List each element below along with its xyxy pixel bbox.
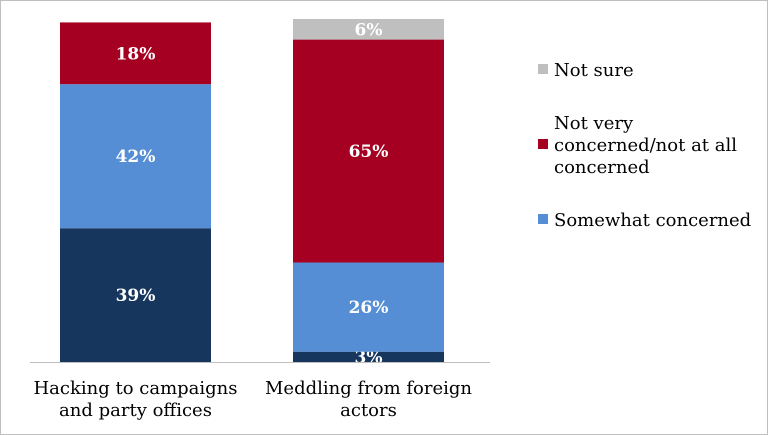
legend-label-1: Not very concerned/not at all concerned [554, 113, 737, 178]
data-label-0-2: 18% [116, 44, 156, 64]
bar-segment-1-2 [293, 39, 444, 263]
data-label-1-3: 6% [355, 20, 383, 40]
legend-swatch-0 [538, 64, 548, 74]
data-label-0-1: 42% [116, 147, 156, 167]
legend-label-2: Somewhat concerned [554, 210, 751, 231]
bar-segment-1-3 [293, 19, 444, 40]
bars-group: 39%42%18%3%26%65%6% [60, 19, 444, 368]
data-label-1-1: 26% [349, 298, 389, 318]
data-label-0-0: 39% [116, 286, 156, 306]
bar-segment-0-2 [60, 22, 211, 85]
bar-segment-1-0 [293, 351, 444, 362]
legend-label-0: Not sure [554, 60, 634, 81]
bar-segment-1-1 [293, 262, 444, 352]
data-label-1-2: 65% [349, 142, 389, 162]
bar-segment-0-1 [60, 84, 211, 229]
bar-segment-0-0 [60, 228, 211, 362]
legend: Not sure Not very concerned/not at all conc… [538, 60, 751, 231]
legend-swatch-2 [538, 214, 548, 224]
category-label-0: Hacking to campaigns and party offices [33, 378, 237, 421]
category-labels: Hacking to campaigns and party offices Med… [33, 378, 472, 421]
legend-swatch-1 [538, 139, 548, 149]
category-label-1: Meddling from foreign actors [265, 378, 472, 421]
